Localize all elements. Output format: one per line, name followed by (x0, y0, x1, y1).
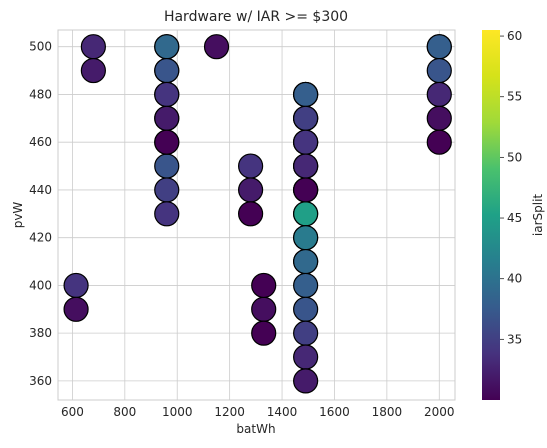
data-point (293, 81, 319, 108)
x-tick-label: 800 (113, 405, 136, 419)
data-point (426, 105, 452, 131)
colorbar-tick-label: 50 (507, 150, 522, 164)
colorbar-tick-label: 45 (507, 211, 522, 225)
data-point (154, 177, 180, 203)
data-point (154, 57, 180, 84)
x-axis-label: batWh (236, 422, 275, 436)
data-point (251, 320, 277, 346)
x-tick-label: 1200 (214, 405, 245, 419)
data-point (251, 296, 277, 322)
x-tick-labels: 600 800 1000 1200 1400 1600 1800 2000 (61, 405, 455, 419)
x-tick-label: 600 (61, 405, 84, 419)
data-point (154, 153, 180, 179)
data-point (426, 34, 452, 60)
x-tick-label: 1400 (267, 405, 298, 419)
plot-frame (57, 29, 456, 401)
data-point (154, 81, 180, 108)
data-point (293, 272, 319, 299)
y-tick-label: 380 (29, 326, 52, 340)
data-point (203, 34, 230, 60)
data-point (293, 105, 319, 131)
x-tick-label: 1000 (162, 405, 193, 419)
data-point (154, 105, 180, 131)
y-axis-label: pvW (11, 202, 25, 229)
y-tick-label: 480 (29, 87, 52, 101)
data-point (251, 272, 277, 299)
data-point (426, 81, 452, 108)
y-tick-label: 360 (29, 374, 52, 388)
data-point (426, 57, 452, 84)
x-tick-label: 1800 (372, 405, 403, 419)
y-tick-label: 460 (29, 135, 52, 149)
data-point (293, 177, 319, 203)
x-tick-label: 2000 (424, 405, 455, 419)
data-point (238, 177, 264, 203)
colorbar-tick-label: 35 (507, 332, 522, 346)
data-point (80, 34, 106, 60)
y-tick-label: 500 (29, 40, 52, 54)
data-point (80, 57, 106, 84)
data-point (154, 129, 180, 155)
data-point (293, 344, 319, 370)
y-tick-label: 420 (29, 231, 52, 245)
data-point (293, 225, 319, 251)
data-point (238, 201, 264, 227)
colorbar (482, 30, 500, 400)
colorbar-tick-label: 60 (507, 29, 522, 43)
x-tick-label: 1600 (319, 405, 350, 419)
colorbar-tick-labels: 35 40 45 50 55 60 (500, 29, 522, 346)
colorbar-tick-label: 55 (507, 90, 522, 104)
chart-title: Hardware w/ IAR >= $300 (164, 9, 348, 25)
data-point (238, 153, 264, 179)
data-point (293, 153, 319, 179)
colorbar-tick-label: 40 (507, 272, 522, 286)
data-point (293, 129, 319, 155)
data-point (154, 34, 180, 60)
data-point (293, 296, 319, 322)
y-tick-labels: 360 380 400 420 440 460 480 500 (29, 40, 52, 388)
colorbar-label: iarSplit (531, 194, 545, 237)
data-point (293, 201, 319, 227)
data-point (293, 320, 319, 346)
data-point (293, 248, 319, 275)
data-point (293, 368, 319, 394)
data-point (154, 201, 180, 227)
y-tick-label: 440 (29, 183, 52, 197)
data-points (63, 34, 452, 394)
data-point (426, 129, 452, 155)
y-tick-label: 400 (29, 278, 52, 292)
data-point (63, 272, 89, 299)
data-point (63, 296, 89, 322)
